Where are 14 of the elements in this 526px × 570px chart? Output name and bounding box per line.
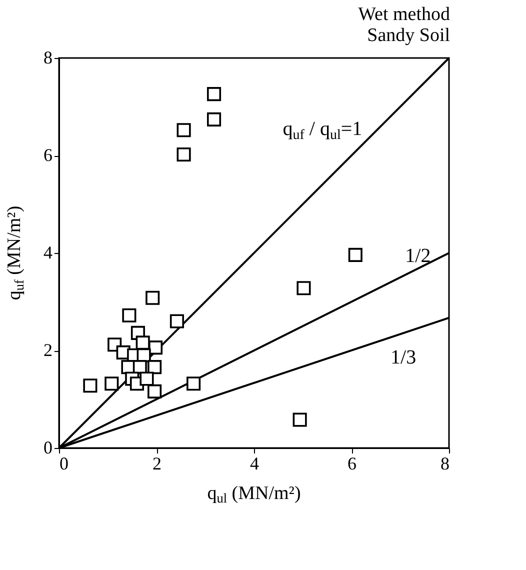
chart-title: Wet method Sandy Soil <box>358 4 450 46</box>
x-tick-label: 8 <box>440 454 450 474</box>
y-tick-label: 2 <box>44 340 52 360</box>
y-tick-label: 0 <box>44 438 52 458</box>
y-tick-label: 4 <box>44 242 52 262</box>
annotation: 1/3 <box>390 346 416 368</box>
annotation: 1/2 <box>405 244 431 267</box>
x-tick-label: 6 <box>348 454 356 474</box>
x-tick-label: 4 <box>250 454 259 474</box>
y-tick-label: 8 <box>44 48 52 68</box>
x-tick-label: 0 <box>60 454 68 474</box>
x-tick-label: 2 <box>152 454 162 474</box>
y-axis-title: quf (MN/m²) <box>4 206 27 300</box>
y-tick-label: 6 <box>44 145 52 165</box>
